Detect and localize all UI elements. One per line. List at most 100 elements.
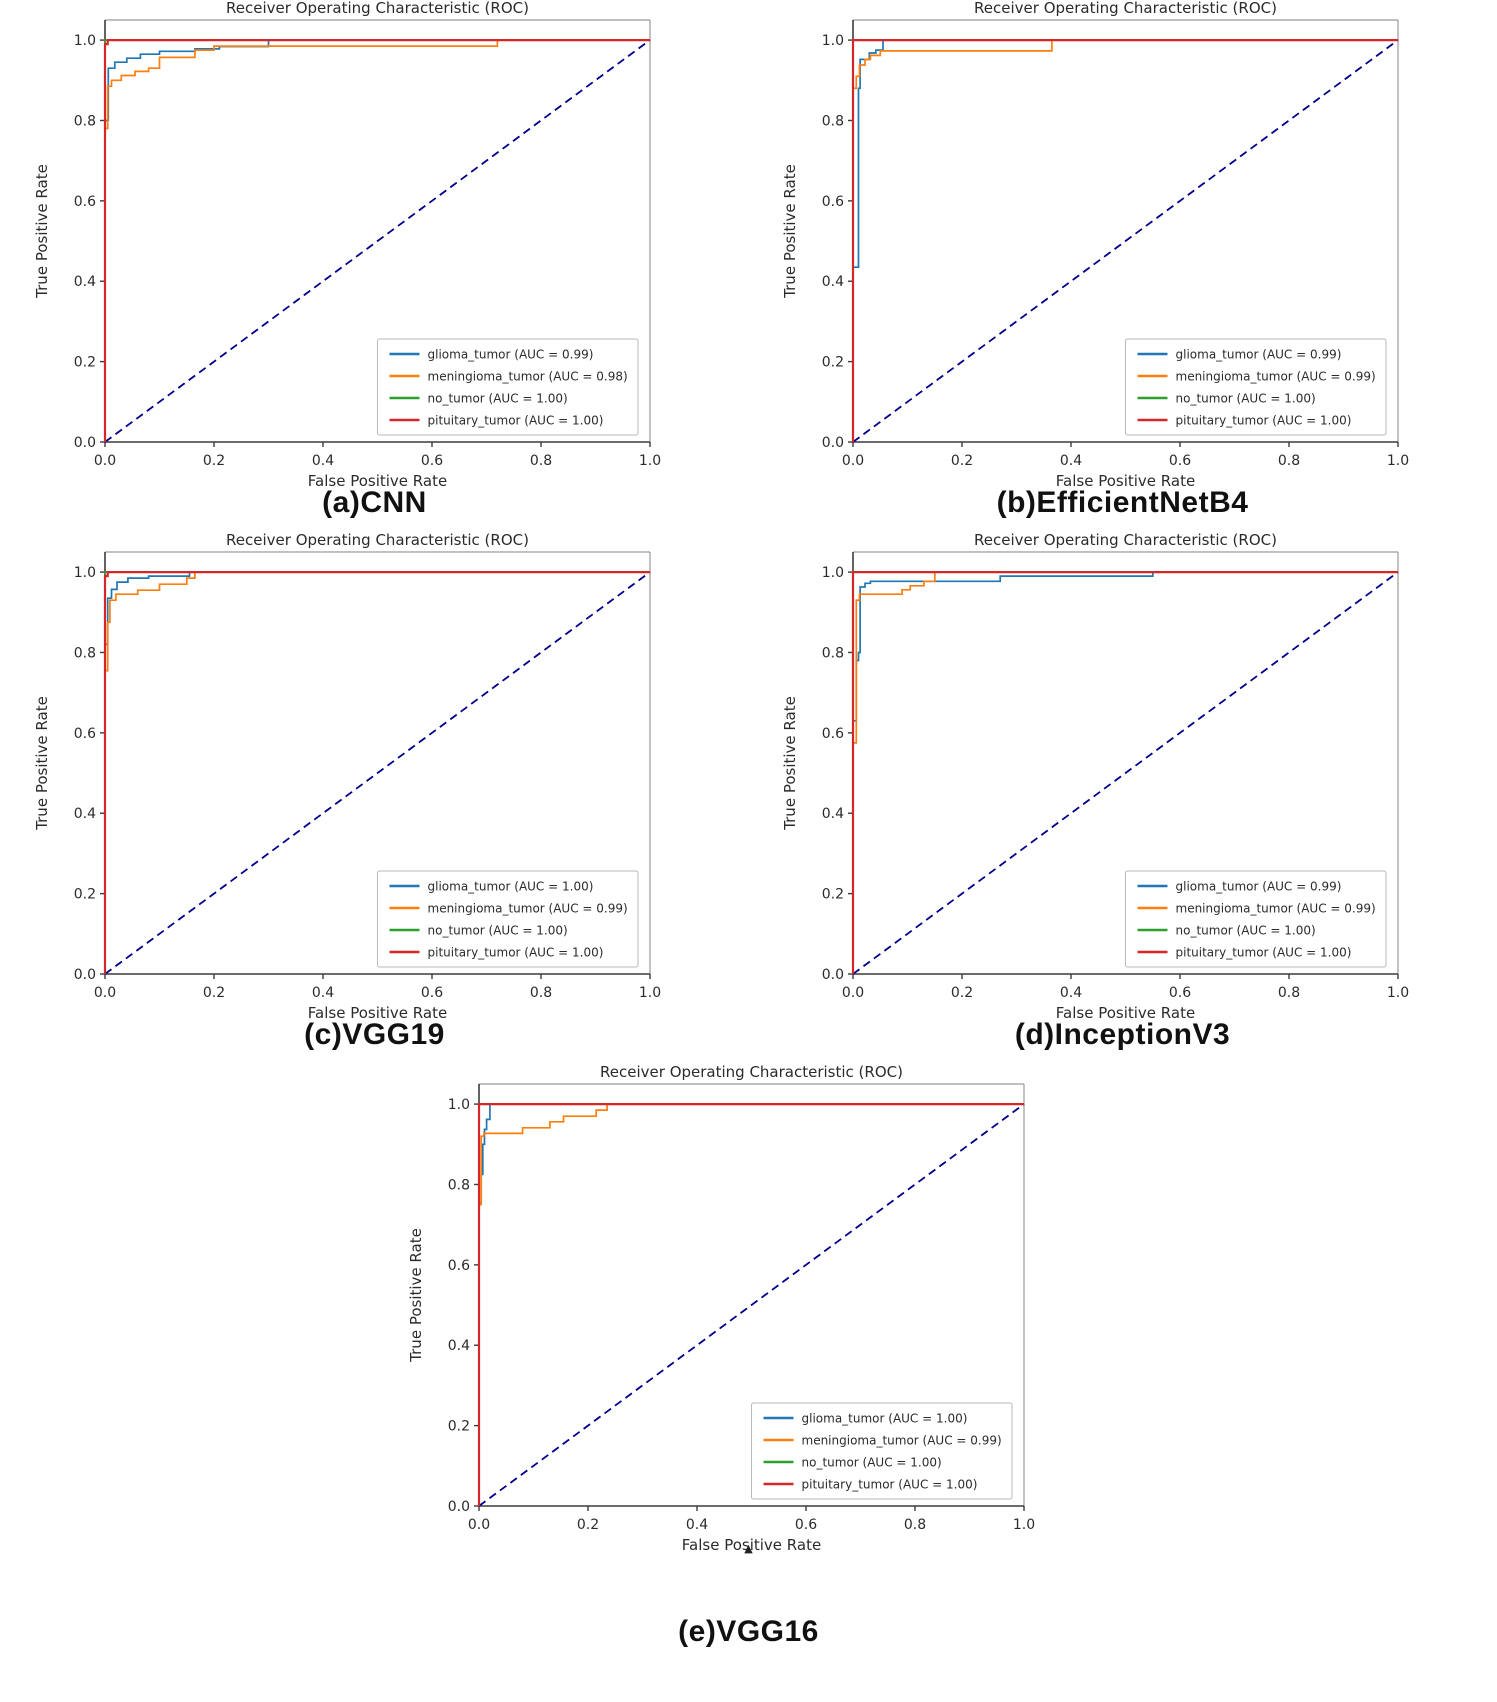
svg-text:False Positive Rate: False Positive Rate — [1055, 1004, 1194, 1022]
svg-text:False Positive Rate: False Positive Rate — [307, 1004, 446, 1022]
svg-text:pituitary_tumor (AUC = 1.00): pituitary_tumor (AUC = 1.00) — [427, 946, 603, 960]
svg-text:0.8: 0.8 — [73, 645, 95, 661]
roc-chart-vgg16: 0.0 0.2 0.4 0.6 0.8 1.0 0.0 0.2 0.4 0.6 0.8 1.0 Rece… — [399, 1064, 1099, 1564]
svg-text:1.0: 1.0 — [638, 453, 660, 469]
svg-text:no_tumor (AUC = 1.00): no_tumor (AUC = 1.00) — [801, 1456, 941, 1470]
roc-figure-cnn: 0.0 0.2 0.4 0.6 0.8 1.0 0.0 0.2 0.4 0.6 0.8 1.0 Rece… — [1, 0, 749, 532]
roc-chart-cnn: 0.0 0.2 0.4 0.6 0.8 1.0 0.0 0.2 0.4 0.6 0.8 1.0 Rece… — [25, 0, 725, 500]
svg-text:0.4: 0.4 — [821, 806, 843, 822]
caption-efficientnetb4: (b)EfficientNetB4 — [996, 486, 1249, 519]
roc-figure-vgg16: 0.0 0.2 0.4 0.6 0.8 1.0 0.0 0.2 0.4 0.6 0.8 1.0 Rece… — [375, 1064, 1123, 1648]
svg-text:0.4: 0.4 — [1059, 985, 1081, 1001]
svg-text:0.2: 0.2 — [576, 1517, 598, 1533]
caption-vgg19: (c)VGG19 — [304, 1018, 445, 1051]
svg-text:True Positive Rate: True Positive Rate — [781, 696, 799, 831]
footnote-triangle-icon: ▲ — [744, 1542, 753, 1555]
svg-text:0.0: 0.0 — [447, 1499, 469, 1515]
svg-text:0.8: 0.8 — [821, 113, 843, 129]
roc-figure-vgg19: 0.0 0.2 0.4 0.6 0.8 1.0 0.0 0.2 0.4 0.6 0.8 1.0 Rece… — [1, 532, 749, 1064]
svg-text:0.2: 0.2 — [950, 985, 972, 1001]
svg-text:no_tumor (AUC = 1.00): no_tumor (AUC = 1.00) — [1175, 392, 1315, 406]
svg-text:meningioma_tumor (AUC = 0.99): meningioma_tumor (AUC = 0.99) — [1175, 370, 1375, 384]
svg-text:glioma_tumor (AUC = 1.00): glioma_tumor (AUC = 1.00) — [801, 1412, 967, 1426]
svg-text:0.6: 0.6 — [794, 1517, 816, 1533]
svg-text:False Positive Rate: False Positive Rate — [1055, 472, 1194, 490]
svg-text:meningioma_tumor (AUC = 0.98): meningioma_tumor (AUC = 0.98) — [427, 370, 627, 384]
caption-vgg16: (e)VGG16 — [678, 1615, 819, 1648]
svg-text:0.0: 0.0 — [821, 435, 843, 451]
svg-text:0.8: 0.8 — [447, 1177, 469, 1193]
svg-text:pituitary_tumor (AUC = 1.00): pituitary_tumor (AUC = 1.00) — [1175, 414, 1351, 428]
svg-text:0.0: 0.0 — [841, 453, 863, 469]
svg-text:0.6: 0.6 — [1168, 453, 1190, 469]
svg-text:0.6: 0.6 — [447, 1258, 469, 1274]
svg-text:Receiver Operating Characteris: Receiver Operating Characteristic (ROC) — [974, 0, 1277, 17]
svg-text:0.0: 0.0 — [821, 967, 843, 983]
svg-text:glioma_tumor (AUC = 0.99): glioma_tumor (AUC = 0.99) — [1175, 348, 1341, 362]
svg-text:1.0: 1.0 — [638, 985, 660, 1001]
svg-text:0.2: 0.2 — [73, 887, 95, 903]
svg-text:0.4: 0.4 — [311, 985, 333, 1001]
svg-text:glioma_tumor (AUC = 1.00): glioma_tumor (AUC = 1.00) — [427, 880, 593, 894]
svg-text:0.0: 0.0 — [93, 985, 115, 1001]
svg-text:0.4: 0.4 — [821, 274, 843, 290]
svg-text:0.8: 0.8 — [1277, 453, 1299, 469]
svg-text:meningioma_tumor (AUC = 0.99): meningioma_tumor (AUC = 0.99) — [1175, 902, 1375, 916]
svg-text:0.2: 0.2 — [447, 1419, 469, 1435]
roc-figure-efficientnetb4: 0.0 0.2 0.4 0.6 0.8 1.0 0.0 0.2 0.4 0.6 0.8 1.0 Rece… — [749, 0, 1497, 532]
svg-text:Receiver Operating Characteris: Receiver Operating Characteristic (ROC) — [974, 532, 1277, 549]
svg-text:0.2: 0.2 — [202, 985, 224, 1001]
roc-figure-inceptionv3: 0.0 0.2 0.4 0.6 0.8 1.0 0.0 0.2 0.4 0.6 0.8 1.0 Rece… — [749, 532, 1497, 1064]
svg-text:0.8: 0.8 — [529, 985, 551, 1001]
svg-text:Receiver Operating Characteris: Receiver Operating Characteristic (ROC) — [226, 532, 529, 549]
svg-text:0.8: 0.8 — [903, 1517, 925, 1533]
svg-text:0.6: 0.6 — [420, 453, 442, 469]
svg-text:1.0: 1.0 — [821, 33, 843, 49]
svg-text:False Positive Rate: False Positive Rate — [307, 472, 446, 490]
svg-text:no_tumor (AUC = 1.00): no_tumor (AUC = 1.00) — [1175, 924, 1315, 938]
figure-row-2: 0.0 0.2 0.4 0.6 0.8 1.0 0.0 0.2 0.4 0.6 0.8 1.0 Rece… — [0, 532, 1497, 1064]
svg-text:no_tumor (AUC = 1.00): no_tumor (AUC = 1.00) — [427, 392, 567, 406]
svg-text:0.0: 0.0 — [467, 1517, 489, 1533]
svg-text:Receiver Operating Characteris: Receiver Operating Characteristic (ROC) — [600, 1064, 903, 1081]
svg-text:0.0: 0.0 — [841, 985, 863, 1001]
svg-text:1.0: 1.0 — [821, 565, 843, 581]
svg-text:1.0: 1.0 — [1012, 1517, 1034, 1533]
roc-chart-efficientnetb4: 0.0 0.2 0.4 0.6 0.8 1.0 0.0 0.2 0.4 0.6 0.8 1.0 Rece… — [773, 0, 1473, 500]
svg-text:0.0: 0.0 — [73, 435, 95, 451]
figure-row-1: 0.0 0.2 0.4 0.6 0.8 1.0 0.0 0.2 0.4 0.6 0.8 1.0 Rece… — [0, 0, 1497, 532]
svg-text:0.2: 0.2 — [821, 887, 843, 903]
svg-text:1.0: 1.0 — [447, 1097, 469, 1113]
caption-inceptionv3: (d)InceptionV3 — [1014, 1018, 1231, 1051]
svg-text:0.6: 0.6 — [73, 726, 95, 742]
svg-text:0.4: 0.4 — [685, 1517, 707, 1533]
caption-cnn: (a)CNN — [322, 486, 427, 519]
svg-text:0.4: 0.4 — [447, 1338, 469, 1354]
svg-text:0.2: 0.2 — [202, 453, 224, 469]
roc-chart-inceptionv3: 0.0 0.2 0.4 0.6 0.8 1.0 0.0 0.2 0.4 0.6 0.8 1.0 Rece… — [773, 532, 1473, 1032]
svg-text:0.6: 0.6 — [420, 985, 442, 1001]
figure-row-3: 0.0 0.2 0.4 0.6 0.8 1.0 0.0 0.2 0.4 0.6 0.8 1.0 Rece… — [0, 1064, 1497, 1648]
svg-text:0.0: 0.0 — [73, 967, 95, 983]
svg-text:0.2: 0.2 — [950, 453, 972, 469]
svg-text:False Positive Rate: False Positive Rate — [681, 1536, 820, 1554]
svg-text:pituitary_tumor (AUC = 1.00): pituitary_tumor (AUC = 1.00) — [1175, 946, 1351, 960]
svg-text:0.6: 0.6 — [73, 194, 95, 210]
svg-text:0.8: 0.8 — [1277, 985, 1299, 1001]
svg-text:0.6: 0.6 — [1168, 985, 1190, 1001]
svg-text:meningioma_tumor (AUC = 0.99): meningioma_tumor (AUC = 0.99) — [801, 1434, 1001, 1448]
svg-text:True Positive Rate: True Positive Rate — [407, 1228, 425, 1363]
svg-text:0.4: 0.4 — [73, 806, 95, 822]
svg-text:pituitary_tumor (AUC = 1.00): pituitary_tumor (AUC = 1.00) — [801, 1478, 977, 1492]
svg-text:meningioma_tumor (AUC = 0.99): meningioma_tumor (AUC = 0.99) — [427, 902, 627, 916]
svg-text:glioma_tumor (AUC = 0.99): glioma_tumor (AUC = 0.99) — [427, 348, 593, 362]
svg-text:1.0: 1.0 — [1386, 453, 1408, 469]
svg-text:0.4: 0.4 — [1059, 453, 1081, 469]
svg-text:0.8: 0.8 — [73, 113, 95, 129]
roc-chart-vgg19: 0.0 0.2 0.4 0.6 0.8 1.0 0.0 0.2 0.4 0.6 0.8 1.0 Rece… — [25, 532, 725, 1032]
svg-text:pituitary_tumor (AUC = 1.00): pituitary_tumor (AUC = 1.00) — [427, 414, 603, 428]
svg-text:1.0: 1.0 — [73, 565, 95, 581]
svg-text:True Positive Rate: True Positive Rate — [33, 696, 51, 831]
svg-text:Receiver Operating Characteris: Receiver Operating Characteristic (ROC) — [226, 0, 529, 17]
